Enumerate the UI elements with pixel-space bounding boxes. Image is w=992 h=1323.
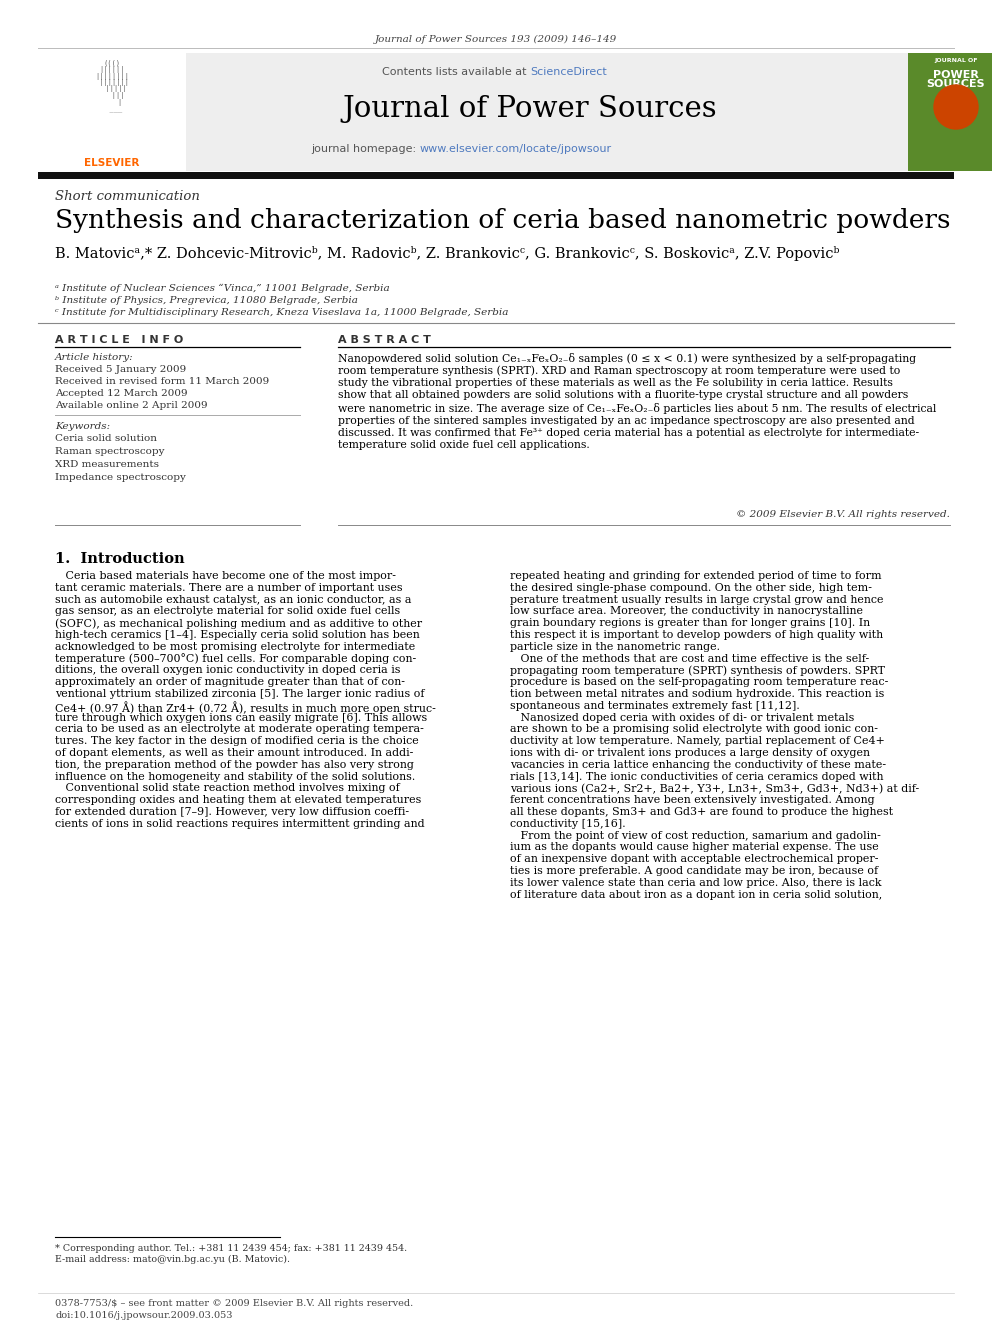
FancyBboxPatch shape	[38, 53, 186, 171]
Text: perature treatment usually results in large crystal grow and hence: perature treatment usually results in la…	[510, 594, 884, 605]
Text: A B S T R A C T: A B S T R A C T	[338, 335, 431, 345]
Text: discussed. It was confirmed that Fe³⁺ doped ceria material has a potential as el: discussed. It was confirmed that Fe³⁺ do…	[338, 429, 920, 438]
Text: low surface area. Moreover, the conductivity in nanocrystalline: low surface area. Moreover, the conducti…	[510, 606, 863, 617]
Text: Conventional solid state reaction method involves mixing of: Conventional solid state reaction method…	[55, 783, 400, 794]
Text: www.elsevier.com/locate/jpowsour: www.elsevier.com/locate/jpowsour	[420, 144, 612, 153]
Text: ventional yttrium stabilized zirconia [5]. The larger ionic radius of: ventional yttrium stabilized zirconia [5…	[55, 689, 425, 699]
Text: tion between metal nitrates and sodium hydroxide. This reaction is: tion between metal nitrates and sodium h…	[510, 689, 885, 699]
Text: such as automobile exhaust catalyst, as an ionic conductor, as a: such as automobile exhaust catalyst, as …	[55, 594, 412, 605]
FancyBboxPatch shape	[908, 53, 992, 171]
FancyBboxPatch shape	[38, 172, 954, 179]
Text: of dopant elements, as well as their amount introduced. In addi-: of dopant elements, as well as their amo…	[55, 747, 414, 758]
Text: Ceria solid solution: Ceria solid solution	[55, 434, 157, 443]
Text: are shown to be a promising solid electrolyte with good ionic con-: are shown to be a promising solid electr…	[510, 725, 878, 734]
Text: procedure is based on the self-propagating room temperature reac-: procedure is based on the self-propagati…	[510, 677, 889, 687]
Text: propagating room temperature (SPRT) synthesis of powders. SPRT: propagating room temperature (SPRT) synt…	[510, 665, 885, 676]
Text: temperature solid oxide fuel cell applications.: temperature solid oxide fuel cell applic…	[338, 441, 590, 451]
Text: all these dopants, Sm3+ and Gd3+ are found to produce the highest: all these dopants, Sm3+ and Gd3+ are fou…	[510, 807, 893, 818]
Text: repeated heating and grinding for extended period of time to form: repeated heating and grinding for extend…	[510, 572, 882, 581]
Text: (SOFC), as mechanical polishing medium and as additive to other: (SOFC), as mechanical polishing medium a…	[55, 618, 423, 628]
Text: grain boundary regions is greater than for longer grains [10]. In: grain boundary regions is greater than f…	[510, 618, 870, 628]
Text: conductivity [15,16].: conductivity [15,16].	[510, 819, 626, 828]
Text: ((()
||||||
||||||||
 |||||||
  |||||
   |||
    |
  ___: ((() |||||| |||||||| ||||||| ||||| ||| |…	[95, 60, 129, 111]
Text: cients of ions in solid reactions requires intermittent grinding and: cients of ions in solid reactions requir…	[55, 819, 425, 828]
Text: A R T I C L E   I N F O: A R T I C L E I N F O	[55, 335, 184, 345]
Text: this respect it is important to develop powders of high quality with: this respect it is important to develop …	[510, 630, 883, 640]
Text: gas sensor, as an electrolyte material for solid oxide fuel cells: gas sensor, as an electrolyte material f…	[55, 606, 400, 617]
Text: ture through which oxygen ions can easily migrate [6]. This allows: ture through which oxygen ions can easil…	[55, 713, 428, 722]
Text: doi:10.1016/j.jpowsour.2009.03.053: doi:10.1016/j.jpowsour.2009.03.053	[55, 1311, 232, 1320]
Text: 1.  Introduction: 1. Introduction	[55, 552, 185, 566]
Text: rials [13,14]. The ionic conductivities of ceria ceramics doped with: rials [13,14]. The ionic conductivities …	[510, 771, 884, 782]
Text: ium as the dopants would cause higher material expense. The use: ium as the dopants would cause higher ma…	[510, 843, 879, 852]
Text: journal homepage:: journal homepage:	[311, 144, 420, 153]
Text: Short communication: Short communication	[55, 191, 199, 202]
Text: of literature data about iron as a dopant ion in ceria solid solution,: of literature data about iron as a dopan…	[510, 889, 882, 900]
Text: Nanopowdered solid solution Ce₁₋ₓFeₓO₂₋δ samples (0 ≤ x < 0.1) were synthesized : Nanopowdered solid solution Ce₁₋ₓFeₓO₂₋δ…	[338, 353, 917, 364]
Text: study the vibrational properties of these materials as well as the Fe solubility: study the vibrational properties of thes…	[338, 378, 893, 388]
Text: * Corresponding author. Tel.: +381 11 2439 454; fax: +381 11 2439 454.: * Corresponding author. Tel.: +381 11 24…	[55, 1244, 407, 1253]
Text: properties of the sintered samples investigated by an ac impedance spectroscopy : properties of the sintered samples inves…	[338, 415, 915, 426]
Text: Article history:: Article history:	[55, 353, 134, 363]
Text: JOURNAL OF: JOURNAL OF	[934, 58, 978, 64]
Text: ScienceDirect: ScienceDirect	[530, 67, 607, 77]
Text: ferent concentrations have been extensively investigated. Among: ferent concentrations have been extensiv…	[510, 795, 875, 806]
Text: © 2009 Elsevier B.V. All rights reserved.: © 2009 Elsevier B.V. All rights reserved…	[736, 509, 950, 519]
Text: vacancies in ceria lattice enhancing the conductivity of these mate-: vacancies in ceria lattice enhancing the…	[510, 759, 886, 770]
Text: Contents lists available at: Contents lists available at	[382, 67, 530, 77]
Text: Ceria based materials have become one of the most impor-: Ceria based materials have become one of…	[55, 572, 396, 581]
Text: ᶜ Institute for Multidisciplinary Research, Kneza Viseslava 1a, 11000 Belgrade, : ᶜ Institute for Multidisciplinary Resear…	[55, 308, 508, 318]
Text: spontaneous and terminates extremely fast [11,12].: spontaneous and terminates extremely fas…	[510, 701, 800, 710]
Text: POWER
SOURCES: POWER SOURCES	[927, 70, 985, 89]
Text: show that all obtained powders are solid solutions with a fluorite-type crystal : show that all obtained powders are solid…	[338, 390, 909, 401]
Text: were nanometric in size. The average size of Ce₁₋ₓFeₓO₂₋δ particles lies about 5: were nanometric in size. The average siz…	[338, 404, 936, 414]
Text: Ce4+ (0.97 Å) than Zr4+ (0.72 Å), results in much more open struc-: Ce4+ (0.97 Å) than Zr4+ (0.72 Å), result…	[55, 701, 435, 713]
Text: corresponding oxides and heating them at elevated temperatures: corresponding oxides and heating them at…	[55, 795, 422, 806]
Text: tion, the preparation method of the powder has also very strong: tion, the preparation method of the powd…	[55, 759, 414, 770]
Text: of an inexpensive dopant with acceptable electrochemical proper-: of an inexpensive dopant with acceptable…	[510, 855, 879, 864]
Text: particle size in the nanometric range.: particle size in the nanometric range.	[510, 642, 720, 652]
Text: Nanosized doped ceria with oxides of di- or trivalent metals: Nanosized doped ceria with oxides of di-…	[510, 713, 854, 722]
FancyBboxPatch shape	[38, 53, 954, 171]
Text: various ions (Ca2+, Sr2+, Ba2+, Y3+, Ln3+, Sm3+, Gd3+, Nd3+) at dif-: various ions (Ca2+, Sr2+, Ba2+, Y3+, Ln3…	[510, 783, 920, 794]
Text: Received 5 January 2009: Received 5 January 2009	[55, 365, 186, 374]
Text: ᵃ Institute of Nuclear Sciences “Vinca,” 11001 Belgrade, Serbia: ᵃ Institute of Nuclear Sciences “Vinca,”…	[55, 284, 390, 294]
Text: ions with di- or trivalent ions produces a large density of oxygen: ions with di- or trivalent ions produces…	[510, 747, 870, 758]
Text: acknowledged to be most promising electrolyte for intermediate: acknowledged to be most promising electr…	[55, 642, 416, 652]
Text: Impedance spectroscopy: Impedance spectroscopy	[55, 474, 186, 482]
Text: the desired single-phase compound. On the other side, high tem-: the desired single-phase compound. On th…	[510, 583, 872, 593]
Text: Journal of Power Sources 193 (2009) 146–149: Journal of Power Sources 193 (2009) 146–…	[375, 34, 617, 44]
Circle shape	[934, 85, 978, 130]
Text: Available online 2 April 2009: Available online 2 April 2009	[55, 401, 207, 410]
Text: Synthesis and characterization of ceria based nanometric powders: Synthesis and characterization of ceria …	[55, 208, 950, 233]
Text: Raman spectroscopy: Raman spectroscopy	[55, 447, 165, 456]
Text: temperature (500–700°C) fuel cells. For comparable doping con-: temperature (500–700°C) fuel cells. For …	[55, 654, 417, 664]
Text: ELSEVIER: ELSEVIER	[84, 157, 140, 168]
Text: ceria to be used as an electrolyte at moderate operating tempera-: ceria to be used as an electrolyte at mo…	[55, 725, 424, 734]
Text: its lower valence state than ceria and low price. Also, there is lack: its lower valence state than ceria and l…	[510, 877, 882, 888]
Text: tures. The key factor in the design of modified ceria is the choice: tures. The key factor in the design of m…	[55, 736, 419, 746]
Text: Journal of Power Sources: Journal of Power Sources	[342, 95, 717, 123]
Text: influence on the homogeneity and stability of the solid solutions.: influence on the homogeneity and stabili…	[55, 771, 416, 782]
Text: Received in revised form 11 March 2009: Received in revised form 11 March 2009	[55, 377, 269, 386]
Text: Keywords:: Keywords:	[55, 422, 110, 431]
Text: E-mail address: mato@vin.bg.ac.yu (B. Matovic).: E-mail address: mato@vin.bg.ac.yu (B. Ma…	[55, 1256, 290, 1263]
Text: room temperature synthesis (SPRT). XRD and Raman spectroscopy at room temperatur: room temperature synthesis (SPRT). XRD a…	[338, 365, 901, 376]
Text: approximately an order of magnitude greater than that of con-: approximately an order of magnitude grea…	[55, 677, 405, 687]
Text: for extended duration [7–9]. However, very low diffusion coeffi-: for extended duration [7–9]. However, ve…	[55, 807, 409, 818]
Text: 0378-7753/$ – see front matter © 2009 Elsevier B.V. All rights reserved.: 0378-7753/$ – see front matter © 2009 El…	[55, 1299, 414, 1308]
Text: From the point of view of cost reduction, samarium and gadolin-: From the point of view of cost reduction…	[510, 831, 881, 840]
Text: ditions, the overall oxygen ionic conductivity in doped ceria is: ditions, the overall oxygen ionic conduc…	[55, 665, 401, 676]
Text: tant ceramic materials. There are a number of important uses: tant ceramic materials. There are a numb…	[55, 583, 403, 593]
Text: ductivity at low temperature. Namely, partial replacement of Ce4+: ductivity at low temperature. Namely, pa…	[510, 736, 885, 746]
Text: Accepted 12 March 2009: Accepted 12 March 2009	[55, 389, 187, 398]
Text: ᵇ Institute of Physics, Pregrevica, 11080 Belgrade, Serbia: ᵇ Institute of Physics, Pregrevica, 1108…	[55, 296, 358, 306]
Text: One of the methods that are cost and time effective is the self-: One of the methods that are cost and tim…	[510, 654, 869, 664]
Text: XRD measurements: XRD measurements	[55, 460, 159, 468]
Text: ties is more preferable. A good candidate may be iron, because of: ties is more preferable. A good candidat…	[510, 867, 878, 876]
Text: B. Matovicᵃ,* Z. Dohcevic-Mitrovicᵇ, M. Radovicᵇ, Z. Brankovicᶜ, G. Brankovicᶜ, : B. Matovicᵃ,* Z. Dohcevic-Mitrovicᵇ, M. …	[55, 246, 839, 261]
Text: high-tech ceramics [1–4]. Especially ceria solid solution has been: high-tech ceramics [1–4]. Especially cer…	[55, 630, 420, 640]
